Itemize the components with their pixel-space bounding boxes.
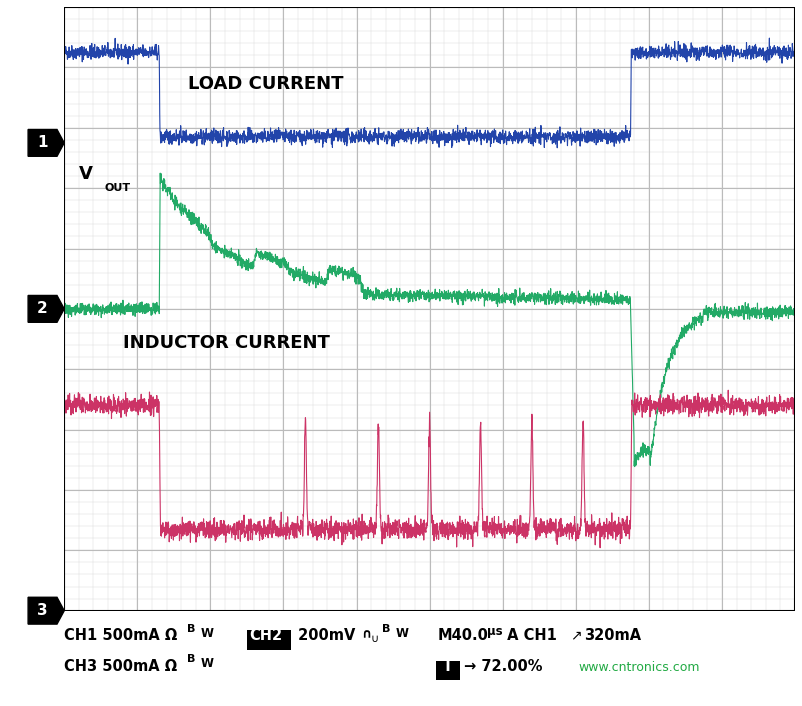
Text: B: B bbox=[187, 624, 195, 634]
Text: W: W bbox=[200, 627, 213, 640]
Text: W: W bbox=[395, 627, 408, 640]
Text: CH2: CH2 bbox=[249, 628, 282, 643]
Text: → 72.00%: → 72.00% bbox=[464, 659, 542, 674]
Text: 1: 1 bbox=[37, 136, 47, 150]
Text: ↗: ↗ bbox=[569, 628, 581, 642]
Text: 320mA: 320mA bbox=[583, 628, 640, 643]
Text: V: V bbox=[79, 165, 92, 183]
Text: T: T bbox=[443, 659, 452, 674]
Text: W: W bbox=[200, 657, 213, 670]
Text: INDUCTOR CURRENT: INDUCTOR CURRENT bbox=[123, 334, 329, 352]
Text: 200mV: 200mV bbox=[293, 628, 355, 643]
Text: CH1 500mA Ω: CH1 500mA Ω bbox=[64, 628, 182, 643]
Text: A CH1: A CH1 bbox=[501, 628, 556, 643]
Text: CH3 500mA Ω: CH3 500mA Ω bbox=[64, 659, 182, 674]
Bar bbox=[64, 7, 794, 611]
Text: 2: 2 bbox=[37, 301, 47, 316]
Text: B: B bbox=[187, 654, 195, 664]
Text: M40.0: M40.0 bbox=[437, 628, 488, 643]
Text: OUT: OUT bbox=[104, 183, 131, 193]
Text: 3: 3 bbox=[37, 603, 47, 618]
Text: LOAD CURRENT: LOAD CURRENT bbox=[188, 75, 343, 92]
Text: www.cntronics.com: www.cntronics.com bbox=[577, 661, 699, 674]
Text: ∩: ∩ bbox=[361, 628, 371, 641]
Text: B: B bbox=[382, 624, 390, 634]
Text: ∪: ∪ bbox=[371, 634, 379, 644]
Text: μs: μs bbox=[486, 625, 501, 638]
